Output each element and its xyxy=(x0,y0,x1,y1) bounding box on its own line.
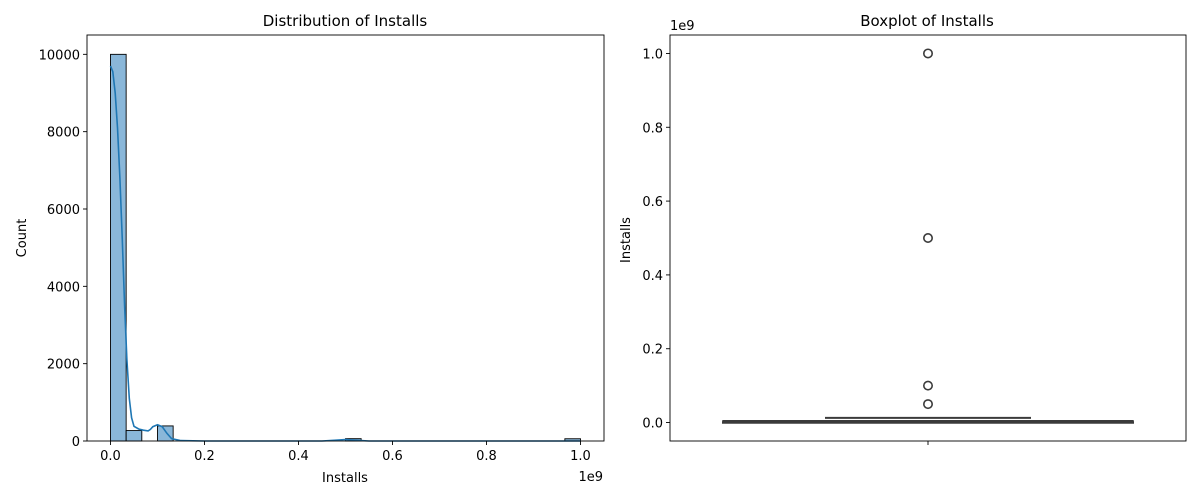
histogram-y-tick-label: 10000 xyxy=(39,48,80,63)
histogram-x-tick-label: 0.8 xyxy=(476,449,497,464)
histogram-x-tick-label: 0.2 xyxy=(194,449,215,464)
boxplot-y-offset-text: 1e9 xyxy=(670,19,695,34)
histogram-y-tick-label: 2000 xyxy=(47,358,80,373)
boxplot-y-tick-label: 0.0 xyxy=(642,417,663,432)
histogram-axes-frame xyxy=(86,34,605,442)
boxplot-outlier-point xyxy=(922,380,933,391)
boxplot-panel: Boxplot of Installs 0.0 0.2 0.4 0.6 0.8 1.0 I… xyxy=(619,12,1187,445)
histogram-x-tick-label: 0.4 xyxy=(288,449,309,464)
histogram-bar xyxy=(110,53,127,442)
histogram-y-tick-label: 0 xyxy=(72,435,80,450)
histogram-x-offset-text: 1e9 xyxy=(578,470,603,485)
boxplot-axes-frame xyxy=(669,34,1187,442)
boxplot-outlier-point xyxy=(922,399,933,410)
boxplot-outliers xyxy=(922,48,933,410)
histogram-x-tick-label: 0.0 xyxy=(100,449,121,464)
boxplot-title: Boxplot of Installs xyxy=(860,12,994,30)
boxplot-outlier-point xyxy=(922,233,933,244)
boxplot-y-tick-label: 1.0 xyxy=(642,47,663,62)
histogram-x-ticks: 0.0 0.2 0.4 0.6 0.8 1.0 xyxy=(100,441,591,464)
boxplot-outlier-point xyxy=(922,48,933,59)
boxplot-y-tick-label: 0.6 xyxy=(642,195,663,210)
histogram-bars xyxy=(110,53,581,442)
histogram-y-axis-label: Count xyxy=(15,219,30,258)
histogram-title: Distribution of Installs xyxy=(263,12,428,30)
histogram-x-tick-label: 1.0 xyxy=(570,449,591,464)
boxplot-body xyxy=(722,416,1134,424)
histogram-x-tick-label: 0.6 xyxy=(382,449,403,464)
boxplot-y-ticks: 0.0 0.2 0.4 0.6 0.8 1.0 xyxy=(642,47,670,432)
histogram-y-tick-label: 4000 xyxy=(47,280,80,295)
histogram-x-axis-label: Installs xyxy=(322,471,368,486)
boxplot-y-axis-label: Installs xyxy=(619,217,634,263)
histogram-y-ticks: 0 2000 4000 6000 8000 10000 xyxy=(39,48,87,450)
histogram-y-tick-label: 8000 xyxy=(47,126,80,141)
histogram-panel: Distribution of Installs 0.0 0.2 0.4 0.6 0.8… xyxy=(15,12,605,486)
histogram-kde-line xyxy=(109,65,581,442)
boxplot-y-tick-label: 0.8 xyxy=(642,121,663,136)
boxplot-y-tick-label: 0.4 xyxy=(642,269,663,284)
histogram-y-tick-label: 6000 xyxy=(47,203,80,218)
boxplot-y-tick-label: 0.2 xyxy=(642,343,663,358)
histogram-bar xyxy=(125,430,143,442)
